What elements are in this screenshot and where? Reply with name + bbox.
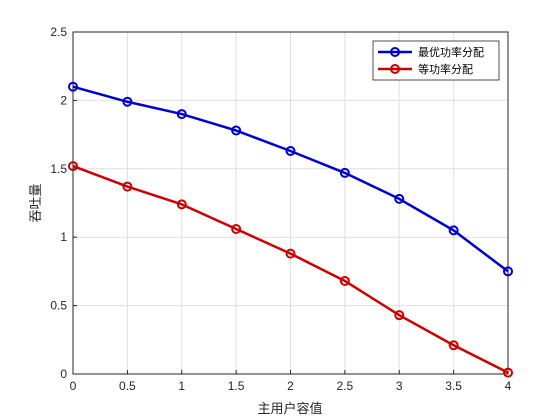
y-tick-label: 0.5 — [50, 299, 67, 313]
y-tick-label: 2 — [60, 93, 67, 107]
data-point — [122, 181, 133, 192]
x-axis: 0 0.5 1 1.5 2 2.5 3 3.5 4 — [70, 370, 512, 393]
y-tick-label: 0 — [60, 367, 67, 381]
x-tick-label: 1 — [178, 379, 185, 393]
data-point — [122, 96, 133, 107]
x-tick-label: 3.5 — [445, 379, 462, 393]
legend-marker-0 — [390, 47, 400, 57]
data-point — [231, 223, 242, 234]
x-tick-label: 0 — [70, 379, 77, 393]
legend: 最优功率分配 等功率分配 — [372, 40, 500, 81]
data-point — [68, 81, 78, 92]
data-point — [176, 109, 187, 120]
series-group — [68, 81, 513, 378]
data-point — [503, 367, 513, 378]
data-point — [176, 199, 187, 210]
data-point — [339, 275, 350, 286]
x-tick-label: 4 — [505, 379, 512, 393]
series-line-0 — [72, 85, 509, 273]
data-point — [285, 248, 296, 259]
y-tick-label: 2.5 — [50, 25, 67, 39]
data-point — [448, 225, 459, 236]
y-axis: 0 0.5 1 1.5 2 2.5 — [50, 25, 77, 381]
x-tick-label: 0.5 — [119, 379, 136, 393]
x-tick-label: 3 — [396, 379, 403, 393]
x-axis-label: 主用户容值 — [257, 401, 322, 417]
x-tick-label: 1.5 — [228, 379, 245, 393]
data-point — [68, 161, 78, 172]
data-point — [503, 266, 513, 277]
y-tick-label: 1 — [60, 230, 67, 244]
data-point — [339, 167, 350, 178]
data-point — [231, 125, 242, 136]
y-axis-label: 吞吐量 — [29, 183, 44, 222]
x-tick-label: 2.5 — [337, 379, 354, 393]
legend-label-1: 等功率分配 — [418, 62, 473, 76]
data-point — [394, 193, 405, 204]
data-point — [448, 340, 459, 351]
x-tick-label: 2 — [287, 379, 294, 393]
y-tick-label: 1.5 — [50, 162, 67, 176]
legend-marker-1 — [390, 64, 400, 74]
data-point — [394, 310, 405, 321]
legend-label-0: 最优功率分配 — [418, 45, 484, 59]
data-point — [285, 146, 296, 157]
series-line-1 — [72, 164, 509, 374]
